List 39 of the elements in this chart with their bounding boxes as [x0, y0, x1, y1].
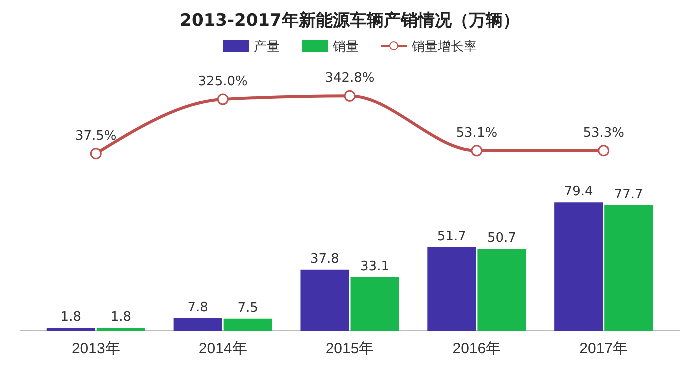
bar	[46, 328, 96, 331]
legend-label: 产量	[254, 40, 280, 55]
data-label: 1.8	[60, 310, 82, 326]
point	[90, 148, 102, 160]
data-label: 325.0%	[198, 74, 248, 90]
bar	[554, 202, 604, 331]
legend-label: 销量	[332, 40, 359, 55]
bar	[96, 328, 146, 331]
data-label: 53.1%	[456, 126, 498, 141]
data-label: 50.7	[487, 231, 516, 246]
point	[344, 90, 356, 102]
data-label: 51.7	[437, 229, 466, 244]
data-label: 342.8%	[325, 71, 375, 86]
bar	[350, 277, 400, 331]
data-label: 7.8	[188, 300, 208, 316]
data-label: 1.8	[110, 310, 132, 326]
bar	[174, 318, 222, 331]
data-label: 77.7	[614, 187, 644, 202]
point	[217, 94, 229, 106]
legend-label: 销量增长率	[411, 39, 477, 55]
bar	[478, 249, 526, 331]
x-tick-label: 2013年	[72, 340, 120, 358]
data-label: 53.3%	[583, 126, 624, 141]
bar	[224, 318, 272, 331]
data-label: 37.5%	[76, 128, 117, 144]
x-tick-label: 2014年	[198, 340, 248, 358]
data-label: 79.4	[564, 184, 594, 200]
x-tick-label: 2017年	[580, 340, 628, 358]
x-tick-label: 2016年	[452, 340, 502, 358]
data-label: 33.1	[360, 259, 390, 274]
bar	[428, 247, 476, 331]
data-label: 37.8	[310, 252, 340, 267]
data-label: 7.5	[238, 300, 258, 316]
point	[471, 145, 483, 157]
x-tick-label: 2015年	[326, 340, 374, 358]
bar	[300, 270, 350, 331]
point	[598, 145, 610, 157]
bar	[604, 205, 654, 331]
chart-title: 2013-2017年新能源车辆产销情况（万辆）	[180, 11, 520, 31]
